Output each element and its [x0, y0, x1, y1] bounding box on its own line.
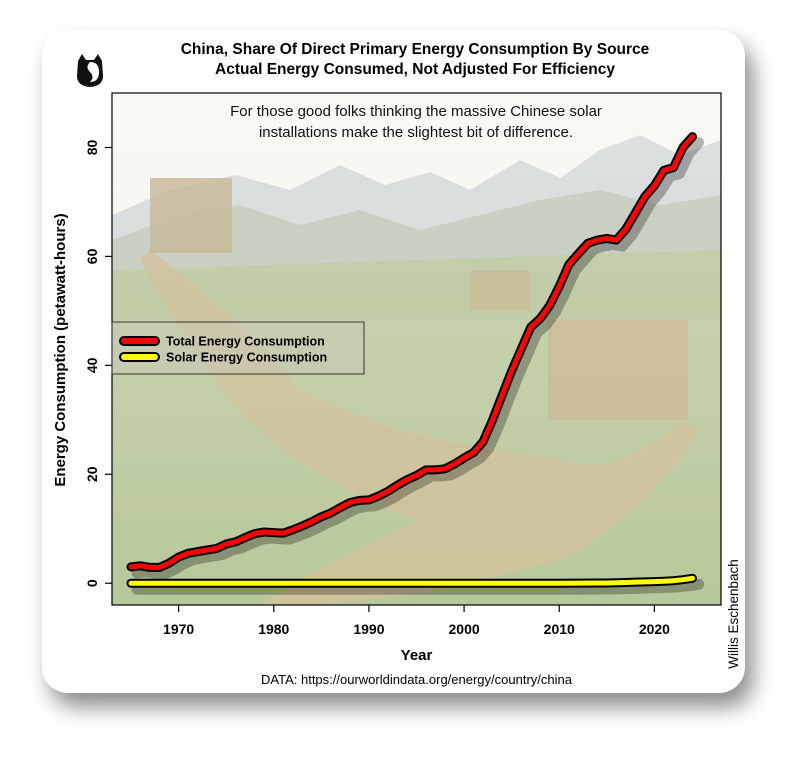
- annotation-line-1: For those good folks thinking the massiv…: [230, 103, 602, 120]
- annotation-line-2: installations make the slightest bit of …: [259, 124, 573, 141]
- series-shadow-solar-energy-consumption: [131, 578, 704, 595]
- legend-box: [111, 321, 365, 375]
- legend: Total Energy Consumption Solar Energy Co…: [111, 321, 365, 375]
- legend-label-total: Total Energy Consumption: [166, 335, 325, 349]
- x-tick-label-2020: 2020: [639, 621, 670, 637]
- y-tick-label-20: 20: [84, 466, 100, 482]
- data-source: DATA: https://ourworldindata.org/energy/…: [261, 672, 572, 687]
- y-tick-label-80: 80: [84, 139, 100, 155]
- chart-subtitle: Actual Energy Consumed, Not Adjusted For…: [215, 61, 615, 78]
- yin-yang-cat-logo-icon: [77, 54, 103, 87]
- x-tick-label-2000: 2000: [449, 621, 480, 637]
- y-tick-label-40: 40: [84, 357, 100, 373]
- legend-label-solar: Solar Energy Consumption: [166, 351, 327, 365]
- x-tick-label-1980: 1980: [258, 621, 289, 637]
- x-tick-label-1970: 1970: [163, 621, 194, 637]
- y-tick-label-0: 0: [84, 579, 100, 587]
- author-signature: Willis Eschenbach: [726, 559, 741, 669]
- y-tick-label-60: 60: [84, 248, 100, 264]
- series-line-solar-energy-consumption: [128, 575, 695, 586]
- chart-title: China, Share Of Direct Primary Energy Co…: [180, 41, 650, 58]
- x-tick-label-2010: 2010: [544, 621, 575, 637]
- y-axis-label: Energy Consumption (petawatt-hours): [52, 213, 69, 487]
- x-tick-label-1990: 1990: [353, 621, 384, 637]
- x-axis-label: Year: [400, 647, 433, 664]
- chart-title-block: China, Share Of Direct Primary Energy Co…: [120, 40, 710, 80]
- annotation: For those good folks thinking the massiv…: [230, 103, 602, 141]
- series-layer: [126, 132, 704, 595]
- series-line-total-energy-consumption: [128, 134, 695, 570]
- axes: 1970 1980 1990 2000 2010 2020 0 20 40 60 80: [84, 139, 670, 637]
- series-shadow-total-energy-consumption: [131, 137, 704, 579]
